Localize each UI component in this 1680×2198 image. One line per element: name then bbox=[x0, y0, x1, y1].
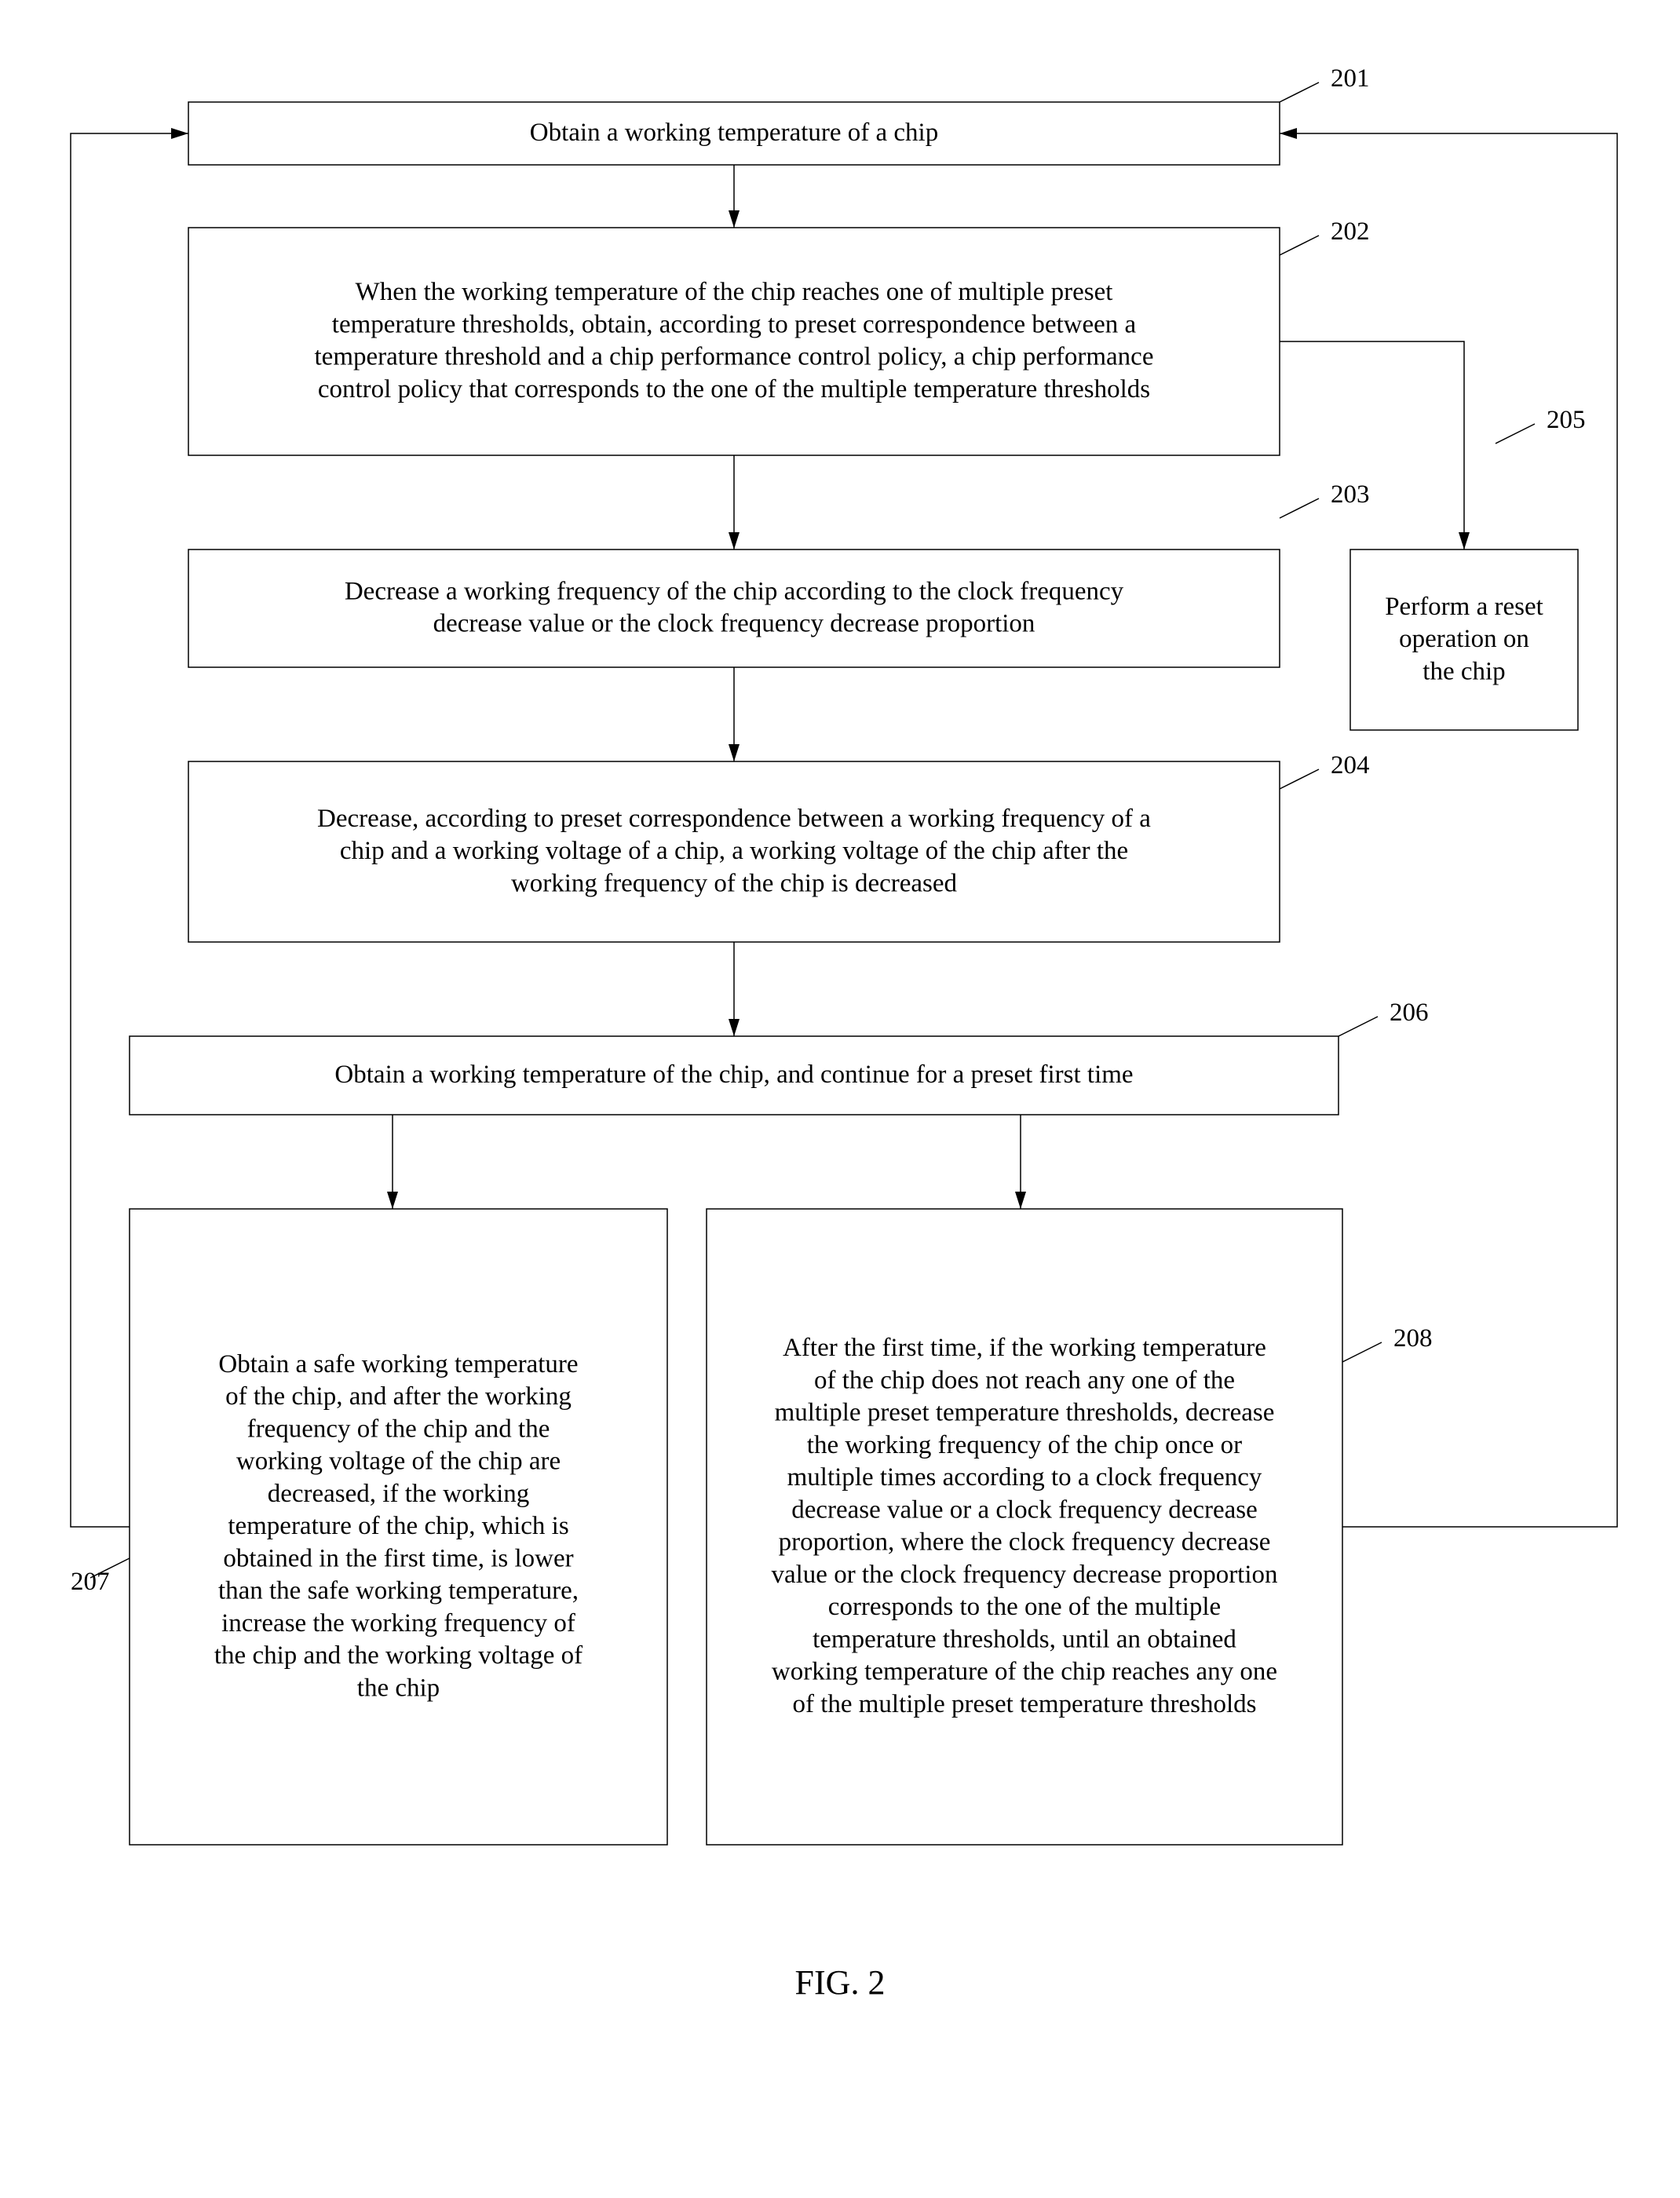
ref-label-203: 203 bbox=[1331, 480, 1370, 509]
flow-node-208: After the first time, if the working tem… bbox=[707, 1209, 1433, 1845]
ref-label-206: 206 bbox=[1390, 999, 1429, 1027]
flow-node-202: When the working temperature of the chip… bbox=[188, 217, 1370, 455]
ref-label-207: 207 bbox=[71, 1568, 110, 1596]
flow-node-205: Perform a resetoperation onthe chip205 bbox=[1350, 406, 1586, 730]
flow-node-203: Decrease a working frequency of the chip… bbox=[188, 480, 1370, 667]
ref-label-201: 201 bbox=[1331, 64, 1370, 93]
figure-label: FIG. 2 bbox=[795, 1963, 886, 2002]
ref-label-204: 204 bbox=[1331, 751, 1370, 780]
flow-node-204: Decrease, according to preset correspond… bbox=[188, 751, 1370, 942]
ref-label-205: 205 bbox=[1547, 406, 1586, 434]
flow-node-207: Obtain a safe working temperatureof the … bbox=[71, 1209, 667, 1845]
flow-node-text-201: Obtain a working temperature of a chip bbox=[530, 119, 938, 147]
flow-node-201: Obtain a working temperature of a chip 20… bbox=[188, 64, 1370, 165]
flow-node-206: Obtain a working temperature of the chip… bbox=[130, 999, 1429, 1115]
flow-node-text-207: Obtain a safe working temperatureof the … bbox=[214, 1350, 583, 1703]
ref-label-208: 208 bbox=[1393, 1324, 1433, 1353]
flow-node-text-206: Obtain a working temperature of the chip… bbox=[334, 1061, 1133, 1089]
ref-label-202: 202 bbox=[1331, 217, 1370, 246]
flowchart-diagram: Obtain a working temperature of a chip 20… bbox=[0, 0, 1680, 2198]
